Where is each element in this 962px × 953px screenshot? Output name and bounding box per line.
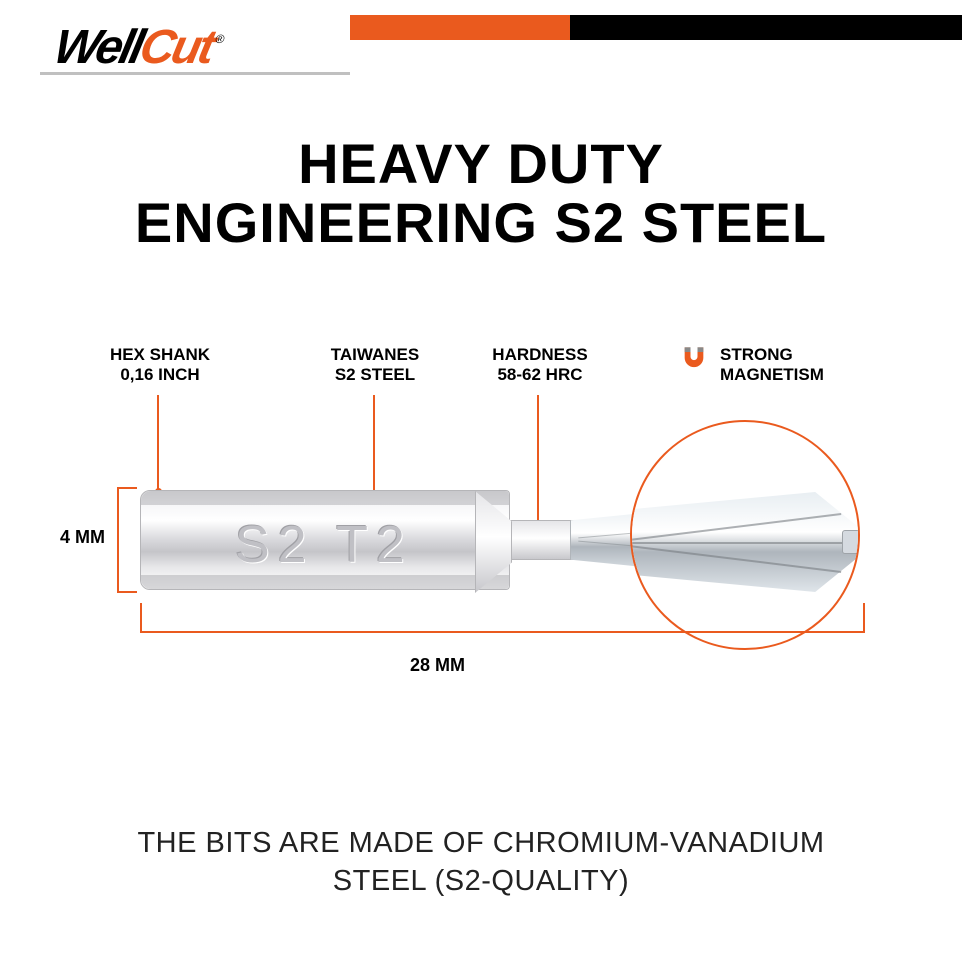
headline-line2: ENGINEERING S2 STEEL: [135, 191, 827, 254]
feature-steel: TAIWANES S2 STEEL: [310, 345, 440, 386]
bit-illustration: [140, 490, 690, 590]
callout-line-1: [157, 395, 159, 490]
bottom-caption: THE BITS ARE MADE OF CHROMIUM-VANADIUM S…: [0, 825, 962, 900]
headline-line1: HEAVY DUTY: [298, 132, 664, 195]
dimension-length-bracket: [140, 603, 865, 633]
brand-logo: WellCut®: [55, 20, 223, 75]
feature-hardness: HARDNESS 58-62 HRC: [475, 345, 605, 386]
headline: HEAVY DUTY ENGINEERING S2 STEEL: [0, 135, 962, 253]
bit-neck: [505, 520, 575, 560]
feature-magnetism: STRONG MAGNETISM: [685, 345, 855, 386]
logo-text-well: Well: [49, 20, 147, 75]
topbar-orange: [350, 15, 570, 40]
dimension-height-bracket: [117, 487, 137, 593]
topbar-black: [570, 15, 962, 40]
bit-etching: S2 T2: [235, 515, 413, 575]
logo-text-cut: Cut: [135, 20, 218, 75]
feature-hex-shank: HEX SHANK 0,16 INCH: [90, 345, 230, 386]
dimension-length-label: 28 MM: [75, 655, 800, 676]
diagram: HEX SHANK 0,16 INCH TAIWANES S2 STEEL HA…: [75, 345, 895, 765]
logo-registered: ®: [214, 32, 226, 46]
dimension-height-label: 4 MM: [60, 527, 105, 548]
